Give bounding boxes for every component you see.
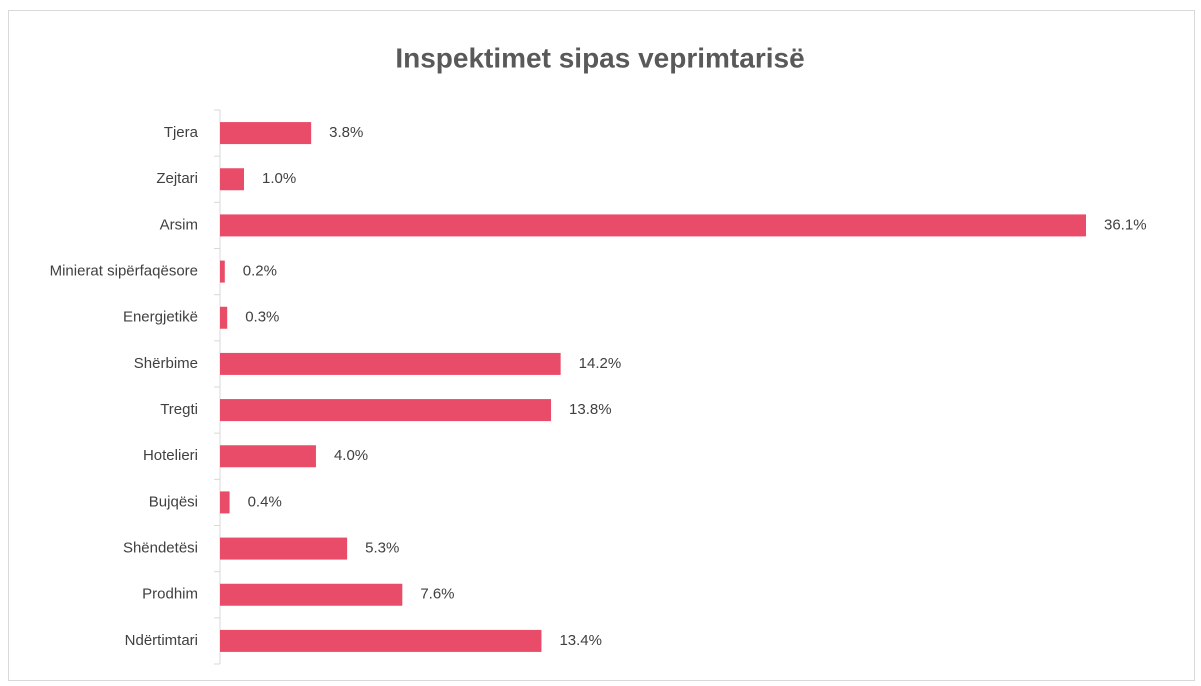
- chart-title: Inspektimet sipas veprimtarisë: [395, 42, 804, 73]
- y-tick-label: Arsim: [160, 216, 198, 233]
- y-tick-label: Energjetikë: [123, 309, 198, 326]
- data-label: 7.6%: [420, 586, 454, 603]
- bar: [220, 583, 403, 606]
- y-tick-label: Bujqësi: [149, 493, 198, 510]
- bar: [220, 352, 561, 375]
- data-label: 0.4%: [248, 493, 282, 510]
- data-label: 13.8%: [569, 401, 612, 418]
- data-label: 0.2%: [243, 263, 277, 280]
- y-tick-label: Shëndetësi: [123, 540, 198, 557]
- bar: [220, 214, 1086, 237]
- bar: [220, 629, 542, 652]
- bar: [220, 445, 316, 468]
- chart-border: [8, 10, 1195, 681]
- y-tick-label: Prodhim: [142, 586, 198, 603]
- data-label: 13.4%: [559, 632, 602, 649]
- data-label: 14.2%: [579, 355, 622, 372]
- data-label: 1.0%: [262, 170, 296, 187]
- bar: [220, 122, 312, 145]
- y-tick-label: Minierat sipërfaqësore: [50, 263, 198, 280]
- data-label: 36.1%: [1104, 216, 1147, 233]
- y-tick-label: Tregti: [160, 401, 198, 418]
- y-tick-label: Hotelieri: [143, 447, 198, 464]
- bar: [220, 260, 225, 283]
- y-tick-label: Tjera: [164, 124, 199, 141]
- data-label: 4.0%: [334, 447, 368, 464]
- bar: [220, 306, 228, 329]
- data-label: 3.8%: [329, 124, 363, 141]
- bar: [220, 168, 244, 191]
- data-label: 5.3%: [365, 540, 399, 557]
- bar: [220, 399, 552, 422]
- y-tick-label: Shërbime: [134, 355, 198, 372]
- data-label: 0.3%: [245, 309, 279, 326]
- y-tick-label: Ndërtimtari: [125, 632, 198, 649]
- y-tick-label: Zejtari: [156, 170, 198, 187]
- bar: [220, 537, 348, 560]
- bar: [220, 491, 230, 514]
